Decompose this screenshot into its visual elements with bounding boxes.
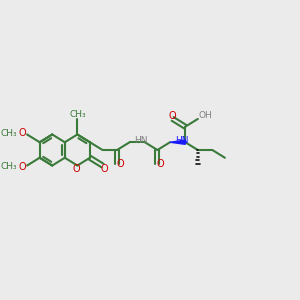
Text: CH₃: CH₃ (0, 129, 17, 138)
Text: HN: HN (134, 136, 148, 145)
Polygon shape (170, 140, 185, 144)
Text: OH: OH (199, 112, 212, 121)
Text: O: O (73, 164, 80, 174)
Text: CH₃: CH₃ (69, 110, 86, 119)
Text: O: O (19, 162, 26, 172)
Text: CH₃: CH₃ (0, 162, 17, 171)
Text: O: O (116, 159, 124, 169)
Text: O: O (19, 128, 26, 138)
Text: HN: HN (175, 136, 188, 145)
Text: O: O (168, 111, 176, 121)
Text: O: O (100, 164, 108, 173)
Text: O: O (156, 159, 164, 169)
